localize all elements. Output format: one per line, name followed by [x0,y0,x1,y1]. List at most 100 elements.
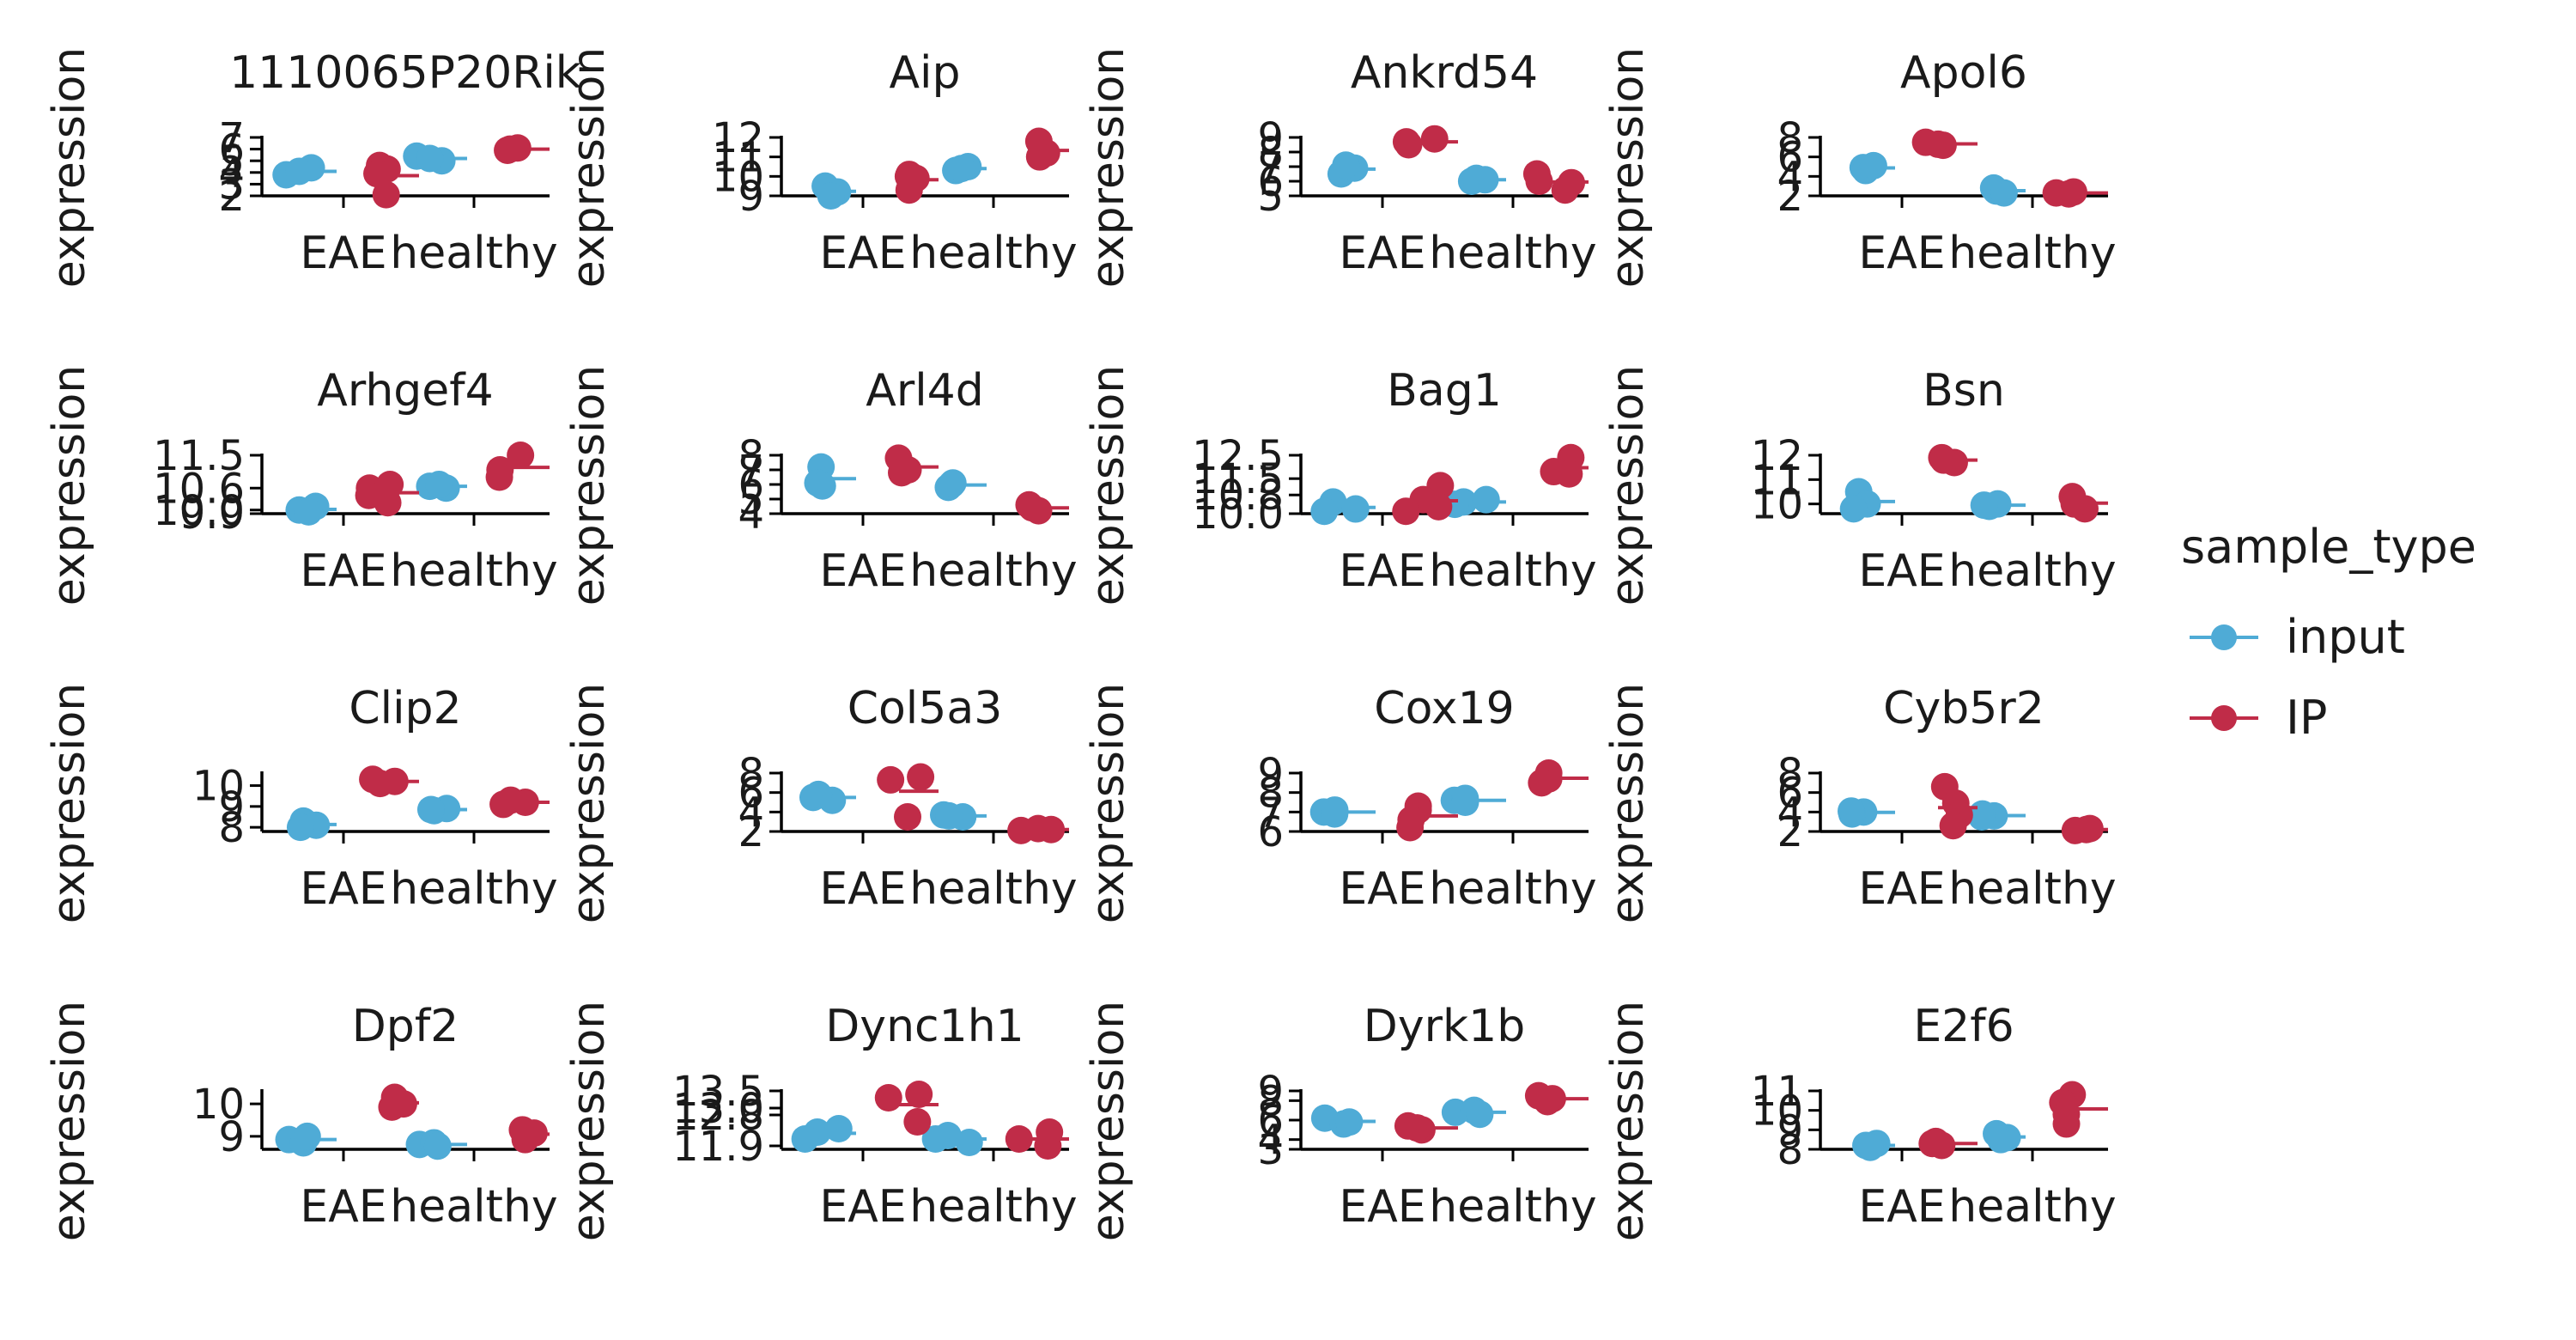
y-tick-label: 8 [1777,1126,1803,1174]
y-tick-label: 6 [1257,808,1284,856]
y-axis-label: expression [1083,365,1134,606]
legend-input-dot [2211,624,2237,650]
panel-title: E2f6 [1913,1001,2014,1052]
y-tick-label: 8 [218,804,245,852]
data-point-ip [511,789,539,816]
x-tick-label: EAE [1858,545,1945,597]
data-point-input [805,780,833,808]
data-point-input [285,157,313,186]
data-point-ip [2060,490,2088,518]
y-tick-label: 9.9 [179,490,245,539]
y-tick-label: 7 [738,447,764,495]
data-point-input [286,813,314,842]
x-tick-label: healthy [1429,545,1596,597]
y-tick-label: 6 [218,126,245,174]
data-point-ip [1929,131,1957,160]
y-tick-label: 3 [1257,1126,1284,1174]
y-axis-label: expression [1083,47,1134,289]
data-point-ip [1929,446,1958,474]
y-tick-label: 6 [1257,1097,1284,1145]
panel-title: Dync1h1 [825,1001,1024,1052]
x-tick-label: EAE [1339,1181,1425,1233]
legend-title: sample_type [2181,520,2476,574]
x-tick-label: healthy [1948,863,2116,915]
y-tick-label: 9 [1257,1068,1284,1116]
y-tick-label: 6 [1257,158,1284,206]
data-point-input [1335,1108,1364,1136]
data-point-ip [1939,812,1967,840]
y-tick-label: 11.5 [1192,455,1284,503]
data-point-ip [1420,125,1449,153]
data-point-input [295,497,323,526]
data-point-input [939,469,967,497]
data-point-ip [1024,496,1053,525]
data-point-input [1466,1100,1494,1129]
x-tick-label: healthy [1429,228,1596,279]
data-point-input [1462,164,1491,192]
data-point-ip [363,160,392,188]
x-tick-label: healthy [390,545,557,597]
data-point-ip [494,136,522,164]
data-point-input [935,801,963,830]
y-tick-label: 8 [738,432,764,480]
y-tick-label: 4 [738,490,764,539]
panel-title: Ankrd54 [1351,47,1538,99]
data-point-ip [1392,497,1420,526]
y-axis-label: expression [563,47,615,289]
y-tick-label: 12.8 [672,1092,764,1140]
data-point-ip [874,1084,902,1112]
y-tick-label: 8 [1257,770,1284,818]
panel-title: 1110065P20Rik [229,47,581,99]
x-tick-label: EAE [819,863,906,915]
data-point-ip [895,176,923,204]
data-point-ip [905,1081,933,1108]
y-tick-label: 9 [1777,1106,1803,1154]
x-tick-label: EAE [300,863,386,915]
x-tick-label: healthy [1429,863,1596,915]
y-tick-label: 5 [1257,173,1284,221]
y-tick-label: 6 [738,461,764,509]
y-tick-label: 13.0 [672,1085,764,1133]
y-tick-label: 4 [738,789,764,837]
y-tick-label: 10 [192,763,245,811]
y-axis-label: expression [44,1001,95,1242]
y-tick-label: 11 [1751,1068,1803,1116]
panel-title: Dpf2 [352,1001,459,1052]
y-axis-label: expression [1602,1001,1654,1242]
legend-item-input: input [2190,610,2405,664]
y-axis-label: expression [1602,47,1654,289]
data-point-ip [907,763,935,791]
y-tick-label: 10.8 [1192,472,1284,520]
legend-item-ip: IP [2190,691,2328,745]
legend-label-ip: IP [2286,691,2328,745]
y-axis-label: expression [44,365,95,606]
y-tick-label: 9 [738,173,764,221]
data-point-input [1332,151,1360,180]
data-point-input [808,472,836,500]
data-point-ip [507,442,535,469]
y-tick-label: 3 [218,161,245,209]
panel-title: Bsn [1923,365,2005,417]
data-point-ip [2059,178,2087,206]
data-point-input [1451,789,1479,816]
data-point-input [1859,151,1887,180]
y-tick-label: 9 [1257,750,1284,798]
data-point-ip [489,790,518,819]
y-tick-label: 11 [1751,456,1803,504]
y-tick-label: 8 [1777,114,1803,162]
panel-title: Apol6 [1900,47,2027,99]
y-tick-label: 8 [1257,129,1284,177]
data-point-input [947,155,975,183]
x-tick-label: healthy [390,228,557,279]
x-tick-label: EAE [300,228,386,279]
y-tick-label: 9 [218,1113,245,1161]
y-tick-label: 10 [1751,1087,1803,1136]
data-point-ip [1024,814,1053,843]
y-tick-label: 13.5 [672,1068,764,1116]
panel-title: Arhgef4 [317,365,493,417]
data-point-ip [1525,168,1553,195]
